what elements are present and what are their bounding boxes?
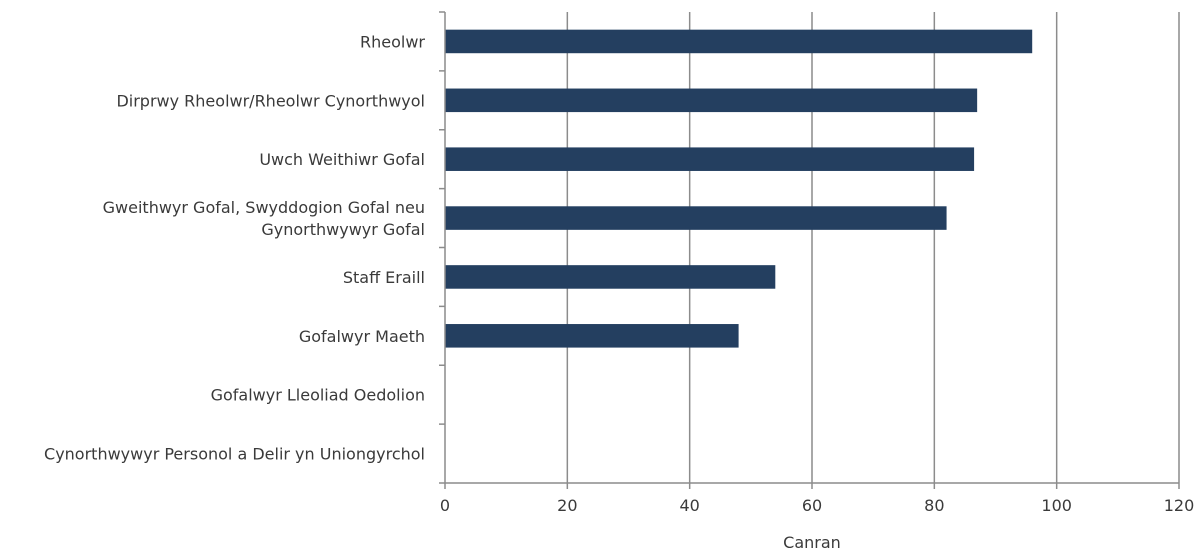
category-label-line: Dirprwy Rheolwr/Rheolwr Cynorthwyol xyxy=(116,91,425,110)
category-label-line: Rheolwr xyxy=(360,32,425,51)
x-tick-label: 100 xyxy=(1041,496,1072,515)
x-tick-label: 60 xyxy=(802,496,822,515)
bar xyxy=(445,29,1033,54)
category-label: Gofalwyr Lleoliad Oedolion xyxy=(211,386,425,405)
bar xyxy=(445,147,975,171)
category-label: Uwch Weithiwr Gofal xyxy=(259,150,425,169)
bars xyxy=(445,29,1033,348)
category-label: Gweithwyr Gofal, Swyddogion Gofal neu Gyn… xyxy=(103,198,425,239)
x-tick-label: 0 xyxy=(440,496,450,515)
category-label-line: Cynorthwywyr Personol a Delir yn Uniongy… xyxy=(44,445,425,464)
x-tick-label: 120 xyxy=(1164,496,1195,515)
bar xyxy=(445,265,776,289)
x-tick-label: 80 xyxy=(924,496,944,515)
category-label: Rheolwr xyxy=(360,32,425,51)
category-label-line: Gofalwyr Maeth xyxy=(299,327,425,346)
x-axis-title: Canran xyxy=(783,533,841,552)
category-label: Cynorthwywyr Personol a Delir yn Uniongy… xyxy=(44,445,425,464)
category-label: Gofalwyr Maeth xyxy=(299,327,425,346)
category-label: Dirprwy Rheolwr/Rheolwr Cynorthwyol xyxy=(116,91,425,110)
bar xyxy=(445,206,947,230)
gridlines xyxy=(566,12,1180,483)
y-axis: Rheolwr Dirprwy Rheolwr/Rheolwr Cynorthwy… xyxy=(44,11,446,484)
x-tick-label: 20 xyxy=(557,496,577,515)
category-label-line: Gweithwyr Gofal, Swyddogion Gofal neu xyxy=(103,198,425,217)
category-label-line: Uwch Weithiwr Gofal xyxy=(259,150,425,169)
x-axis: 0 20 40 60 80 100 120 xyxy=(440,482,1195,515)
category-label-line: Gynorthwywyr Gofal xyxy=(261,220,425,239)
bar xyxy=(445,324,739,348)
category-label-line: Gofalwyr Lleoliad Oedolion xyxy=(211,386,425,405)
category-label: Staff Eraill xyxy=(343,268,425,287)
x-tick-label: 40 xyxy=(679,496,699,515)
category-label-line: Staff Eraill xyxy=(343,268,425,287)
bar xyxy=(445,88,978,113)
